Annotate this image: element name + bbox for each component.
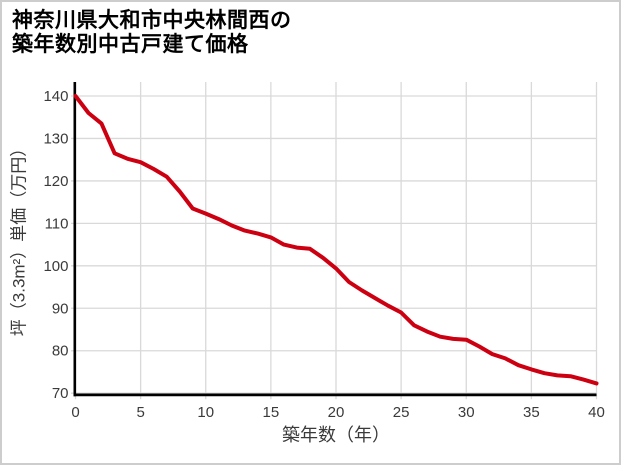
x-tick-label: 15 [263, 404, 280, 421]
x-axis-title: 築年数（年） [282, 425, 390, 445]
x-tick-label: 35 [523, 404, 540, 421]
chart-title-line1: 神奈川県大和市中央林間西の [12, 9, 292, 32]
x-tick-label: 0 [71, 404, 79, 421]
y-tick-label: 130 [43, 130, 68, 147]
chart-title-line2: 築年数別中古戸建て価格 [12, 33, 249, 56]
x-tick-label: 10 [197, 404, 214, 421]
y-tick-label: 80 [52, 343, 69, 360]
y-axis-title: 坪（3.3m²）単価（万円） [9, 139, 29, 337]
y-tick-label: 120 [43, 173, 68, 190]
price-line [73, 94, 599, 386]
x-tick-label: 30 [458, 404, 475, 421]
x-tick-label: 25 [393, 404, 410, 421]
y-tick-label: 110 [45, 215, 69, 232]
y-tick-label: 70 [52, 385, 69, 402]
x-tick-label: 5 [136, 404, 144, 421]
y-tick-label: 140 [43, 88, 68, 105]
chart-title: 神奈川県大和市中央林間西の 築年数別中古戸建て価格 [12, 9, 292, 57]
y-tick-label: 90 [52, 300, 69, 317]
y-tick-label: 100 [43, 258, 68, 275]
x-tick-label: 20 [328, 404, 345, 421]
x-tick-label: 40 [588, 404, 605, 421]
